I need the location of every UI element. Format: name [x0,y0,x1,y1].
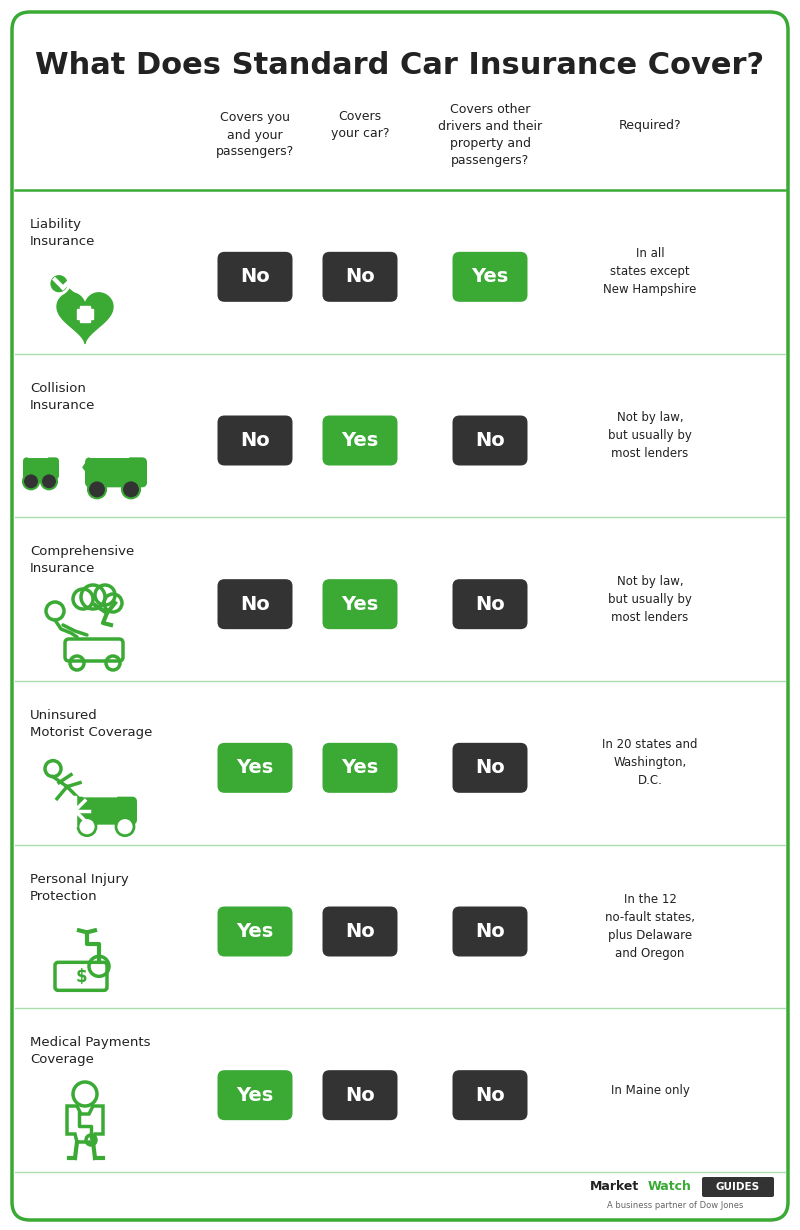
Text: In 20 states and
Washington,
D.C.: In 20 states and Washington, D.C. [602,738,698,787]
Text: Required?: Required? [618,118,682,132]
Text: Watch: Watch [648,1181,692,1193]
Text: No: No [345,922,375,941]
FancyBboxPatch shape [453,907,527,957]
Text: No: No [475,922,505,941]
Polygon shape [83,459,97,475]
Text: Yes: Yes [471,267,509,287]
FancyBboxPatch shape [322,1070,398,1121]
Text: Yes: Yes [236,922,274,941]
FancyBboxPatch shape [453,416,527,465]
Text: No: No [345,1086,375,1105]
FancyBboxPatch shape [322,907,398,957]
Polygon shape [28,451,48,458]
FancyBboxPatch shape [75,797,137,824]
Text: Not by law,
but usually by
most lenders: Not by law, but usually by most lenders [608,574,692,624]
Polygon shape [77,309,93,319]
Text: A business partner of Dow Jones: A business partner of Dow Jones [607,1200,743,1209]
Text: No: No [475,430,505,450]
Text: No: No [475,594,505,614]
Text: Covers other
drivers and their
property and
passengers?: Covers other drivers and their property … [438,103,542,167]
FancyBboxPatch shape [218,252,293,301]
FancyBboxPatch shape [218,416,293,465]
FancyBboxPatch shape [453,743,527,793]
Text: Comprehensive
Insurance: Comprehensive Insurance [30,545,134,576]
FancyBboxPatch shape [218,579,293,630]
Polygon shape [80,306,90,322]
Text: Yes: Yes [342,430,378,450]
FancyBboxPatch shape [85,458,147,487]
Text: Uninsured
Motorist Coverage: Uninsured Motorist Coverage [30,708,152,739]
Circle shape [41,474,57,490]
Text: Personal Injury
Protection: Personal Injury Protection [30,872,129,903]
FancyBboxPatch shape [453,579,527,630]
Text: In all
states except
New Hampshire: In all states except New Hampshire [603,247,697,296]
FancyBboxPatch shape [322,743,398,793]
Text: Liability
Insurance: Liability Insurance [30,218,95,248]
Polygon shape [57,293,113,343]
Text: What Does Standard Car Insurance Cover?: What Does Standard Car Insurance Cover? [35,50,765,80]
Text: Yes: Yes [236,1086,274,1105]
Text: Collision
Insurance: Collision Insurance [30,381,95,412]
FancyBboxPatch shape [218,743,293,793]
Text: Covers
your car?: Covers your car? [330,109,390,140]
FancyBboxPatch shape [453,252,527,301]
Polygon shape [83,788,117,797]
Text: Yes: Yes [342,594,378,614]
Text: Medical Payments
Coverage: Medical Payments Coverage [30,1037,150,1066]
Text: No: No [475,759,505,777]
Circle shape [88,481,106,498]
Circle shape [116,818,134,835]
Polygon shape [90,448,129,458]
FancyBboxPatch shape [23,458,59,480]
Text: No: No [475,1086,505,1105]
Text: Yes: Yes [342,759,378,777]
Text: GUIDES: GUIDES [716,1182,760,1192]
FancyBboxPatch shape [218,1070,293,1121]
Text: Not by law,
but usually by
most lenders: Not by law, but usually by most lenders [608,411,692,460]
Text: In Maine only: In Maine only [610,1084,690,1097]
Circle shape [23,474,39,490]
Circle shape [78,818,96,835]
FancyBboxPatch shape [322,252,398,301]
FancyBboxPatch shape [453,1070,527,1121]
Text: No: No [240,594,270,614]
Circle shape [122,481,140,498]
FancyBboxPatch shape [702,1177,774,1197]
FancyBboxPatch shape [322,579,398,630]
Text: Market: Market [590,1181,639,1193]
Text: No: No [240,267,270,287]
FancyBboxPatch shape [322,416,398,465]
Text: No: No [240,430,270,450]
Circle shape [49,273,69,294]
Text: $: $ [75,968,87,986]
FancyBboxPatch shape [12,12,788,1220]
Text: No: No [345,267,375,287]
Text: Covers you
and your
passengers?: Covers you and your passengers? [216,112,294,159]
Text: In the 12
no-fault states,
plus Delaware
and Oregon: In the 12 no-fault states, plus Delaware… [605,893,695,959]
Text: Yes: Yes [236,759,274,777]
FancyBboxPatch shape [218,907,293,957]
